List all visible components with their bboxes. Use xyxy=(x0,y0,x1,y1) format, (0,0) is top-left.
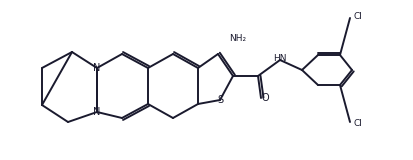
Text: N: N xyxy=(93,107,100,117)
Text: N: N xyxy=(93,63,100,73)
Text: HN: HN xyxy=(273,53,286,63)
Text: Cl: Cl xyxy=(353,12,361,20)
Text: NH₂: NH₂ xyxy=(229,33,246,43)
Text: O: O xyxy=(261,93,268,103)
Text: S: S xyxy=(216,95,223,105)
Text: Cl: Cl xyxy=(353,120,361,128)
